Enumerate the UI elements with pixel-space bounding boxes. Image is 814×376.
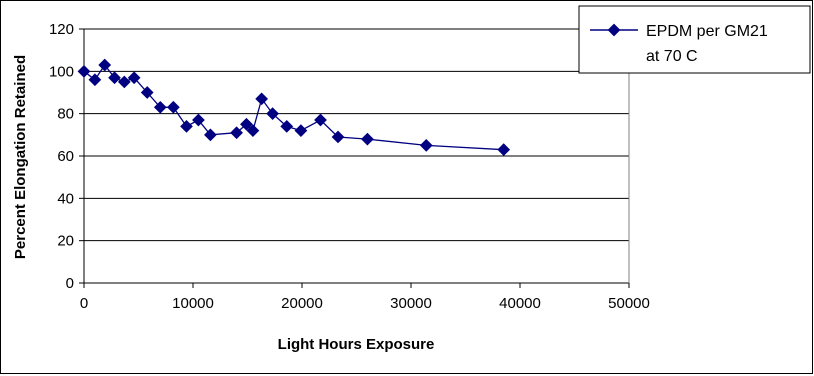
data-point xyxy=(294,124,308,137)
data-point xyxy=(266,107,279,121)
data-point xyxy=(77,64,91,78)
gridlines xyxy=(84,28,629,242)
y-tick-labels: 0 20 40 60 80 100 120 xyxy=(49,21,74,292)
data-point xyxy=(361,132,374,146)
x-axis-title: Light Hours Exposure xyxy=(278,336,435,353)
y-tick-label: 120 xyxy=(49,21,74,38)
y-tick-label: 20 xyxy=(57,233,74,250)
data-point xyxy=(240,117,253,131)
data-point xyxy=(246,124,260,137)
data-point xyxy=(419,139,433,152)
legend: EPDM per GM21 at 70 C xyxy=(578,5,811,74)
data-point xyxy=(127,71,141,85)
data-point xyxy=(204,128,217,142)
data-point xyxy=(88,73,102,87)
data-point xyxy=(255,92,269,106)
data-point xyxy=(167,100,180,114)
legend-label-line-2: at 70 C xyxy=(646,48,698,65)
y-tick-label: 40 xyxy=(57,190,74,207)
data-point xyxy=(140,86,154,99)
data-point xyxy=(153,100,167,114)
x-tick-labels: 0 10000 20000 30000 40000 50000 xyxy=(80,295,650,312)
legend-box xyxy=(578,5,811,74)
y-tick-label: 0 xyxy=(66,275,74,292)
data-point xyxy=(98,58,112,72)
x-tick-label: 50000 xyxy=(608,295,650,312)
x-tick-label: 30000 xyxy=(390,295,432,312)
x-tick-label: 0 xyxy=(80,295,88,312)
data-point xyxy=(180,119,193,133)
y-tick-label: 80 xyxy=(57,106,74,123)
x-tick-label: 20000 xyxy=(281,295,323,312)
data-point xyxy=(117,75,131,89)
y-tick-label: 60 xyxy=(57,148,74,165)
legend-label-line-1: EPDM per GM21 xyxy=(646,23,768,40)
y-tick-label: 100 xyxy=(49,63,74,80)
series xyxy=(77,58,511,156)
data-point xyxy=(108,71,121,85)
data-point xyxy=(497,143,511,156)
y-axis-title: Percent Elongation Retained xyxy=(12,55,29,259)
data-point xyxy=(314,113,327,127)
x-tick-label: 40000 xyxy=(499,295,541,312)
x-tick-label: 10000 xyxy=(172,295,214,312)
axes xyxy=(79,28,630,288)
series-line xyxy=(83,63,504,151)
